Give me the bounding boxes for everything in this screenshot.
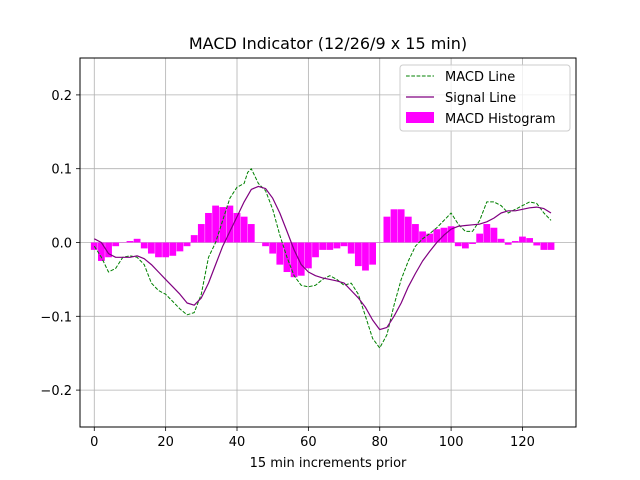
histogram-bar bbox=[112, 242, 120, 247]
histogram-bar bbox=[497, 238, 505, 243]
x-tick-label: 100 bbox=[439, 435, 464, 450]
histogram-bar bbox=[526, 238, 534, 243]
x-tick-label: 60 bbox=[300, 435, 317, 450]
x-tick-label: 40 bbox=[229, 435, 246, 450]
y-tick-label: −0.2 bbox=[40, 384, 72, 399]
histogram-bar bbox=[269, 242, 277, 254]
histogram-bar bbox=[447, 226, 455, 243]
histogram-bar bbox=[290, 242, 298, 278]
legend-histogram-label: MACD Histogram bbox=[445, 112, 556, 127]
histogram-bar bbox=[90, 242, 98, 250]
histogram-bar bbox=[162, 242, 170, 258]
histogram-bars bbox=[90, 205, 555, 278]
histogram-bar bbox=[240, 216, 248, 243]
legend: MACD Line Signal Line MACD Histogram bbox=[399, 64, 571, 132]
histogram-bar bbox=[126, 241, 134, 243]
histogram-bar bbox=[347, 242, 355, 254]
signal-line bbox=[94, 185, 552, 331]
histogram-bar bbox=[176, 242, 184, 252]
macd-line bbox=[93, 168, 552, 349]
histogram-bar bbox=[362, 242, 369, 271]
histogram-bar bbox=[340, 242, 348, 247]
histogram-bar bbox=[540, 242, 548, 250]
histogram-bar bbox=[262, 242, 269, 247]
x-tick-label: 0 bbox=[90, 435, 98, 450]
histogram-bar bbox=[312, 242, 319, 258]
y-tick-label: 0.2 bbox=[51, 89, 72, 104]
histogram-bar bbox=[404, 216, 412, 243]
histogram-bar bbox=[105, 242, 112, 258]
histogram-bar bbox=[511, 241, 519, 243]
histogram-bar bbox=[397, 209, 405, 243]
histogram-bar bbox=[369, 242, 376, 265]
histogram-bar bbox=[383, 216, 391, 243]
histogram-bar bbox=[304, 242, 312, 269]
histogram-bar bbox=[483, 224, 491, 243]
histogram-bar bbox=[297, 242, 305, 276]
x-tick-label: 80 bbox=[371, 435, 388, 450]
histogram-bar bbox=[319, 242, 327, 250]
histogram-bar bbox=[390, 209, 398, 243]
x-tick-label: 120 bbox=[510, 435, 535, 450]
histogram-bar bbox=[219, 207, 227, 243]
histogram-bar bbox=[98, 242, 105, 261]
legend-box bbox=[399, 64, 571, 132]
histogram-bar bbox=[233, 212, 241, 243]
legend-histogram-swatch bbox=[406, 112, 434, 123]
histogram-bar bbox=[533, 242, 541, 246]
histogram-bar bbox=[454, 242, 462, 247]
histogram-bar bbox=[276, 242, 284, 265]
x-axis-label: 15 min increments prior bbox=[250, 456, 407, 471]
histogram-bar bbox=[490, 227, 498, 243]
histogram-bar bbox=[412, 224, 419, 243]
legend-signal-label: Signal Line bbox=[445, 91, 516, 106]
histogram-bar bbox=[183, 242, 191, 247]
chart-title: MACD Indicator (12/26/9 x 15 min) bbox=[189, 34, 467, 53]
histogram-bar bbox=[504, 242, 512, 245]
histogram-bar bbox=[419, 231, 426, 243]
histogram-bar bbox=[476, 233, 484, 243]
series-lines bbox=[93, 168, 552, 349]
histogram-bar bbox=[519, 236, 526, 243]
histogram-bar bbox=[433, 229, 441, 243]
histogram-bar bbox=[547, 242, 555, 250]
histogram-bar bbox=[354, 242, 362, 267]
histogram-bar bbox=[426, 233, 434, 243]
histogram-bar bbox=[133, 238, 141, 243]
axis-ticks: 0 20 40 60 80 100 120 −0.2 −0.1 0.0 0.1 0.2 bbox=[40, 89, 534, 450]
histogram-bar bbox=[333, 242, 341, 249]
histogram-bar bbox=[155, 242, 162, 258]
histogram-bar bbox=[212, 205, 219, 243]
histogram-bar bbox=[140, 242, 148, 249]
histogram-bar bbox=[190, 235, 198, 243]
histogram-bar bbox=[197, 224, 205, 243]
legend-macd-label: MACD Line bbox=[445, 70, 515, 85]
y-tick-label: −0.1 bbox=[40, 310, 72, 325]
y-tick-label: 0.1 bbox=[51, 163, 72, 178]
y-tick-label: 0.0 bbox=[51, 237, 72, 252]
x-tick-label: 20 bbox=[157, 435, 174, 450]
histogram-bar bbox=[247, 224, 255, 243]
histogram-bar bbox=[147, 242, 155, 254]
histogram-bar bbox=[326, 242, 334, 250]
histogram-bar bbox=[169, 242, 177, 256]
histogram-bar bbox=[461, 242, 469, 249]
histogram-bar bbox=[226, 205, 234, 243]
histogram-bar bbox=[469, 242, 476, 244]
histogram-bar bbox=[205, 212, 212, 243]
